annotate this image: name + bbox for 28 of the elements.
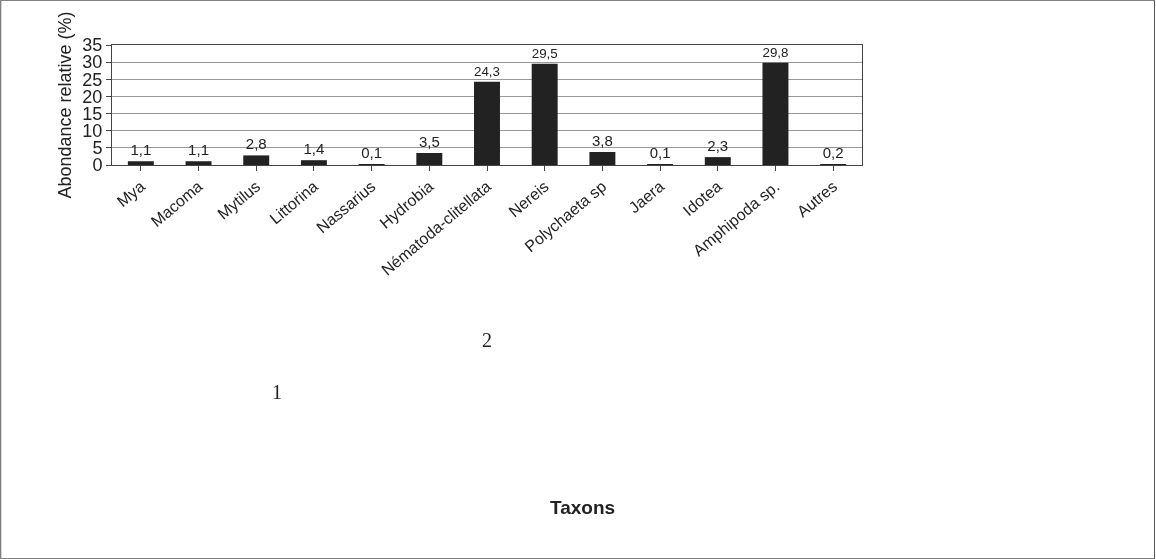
data-label: 29,5 [531,46,558,62]
bar [704,157,731,165]
bar [243,155,270,165]
bar [589,151,616,165]
data-label: 1,1 [188,141,209,159]
bar [474,81,500,165]
bar [185,161,212,165]
data-label: 29,8 [762,45,789,61]
bar [531,63,558,165]
data-label: 3,8 [591,131,613,149]
data-label: 3,5 [418,133,440,150]
data-label: 1,4 [303,140,325,158]
text: Taxons [550,497,616,518]
text: 2 [482,329,492,351]
data-label: 0,1 [361,144,383,161]
data-label: 0,2 [822,144,844,161]
data-label: 24,3 [474,64,500,80]
data-label: 0,1 [649,144,671,161]
data-label: 1,1 [130,141,152,159]
x-tick-label: Mya [113,177,148,211]
bar [762,62,789,165]
bar [416,153,443,165]
bar [127,161,154,165]
data-label: 2,3 [707,137,729,155]
bar [300,160,327,165]
text: 1 [272,381,282,403]
data-label: 2,8 [245,135,267,153]
y-axis-title: Abondance relative (%) [54,11,75,199]
